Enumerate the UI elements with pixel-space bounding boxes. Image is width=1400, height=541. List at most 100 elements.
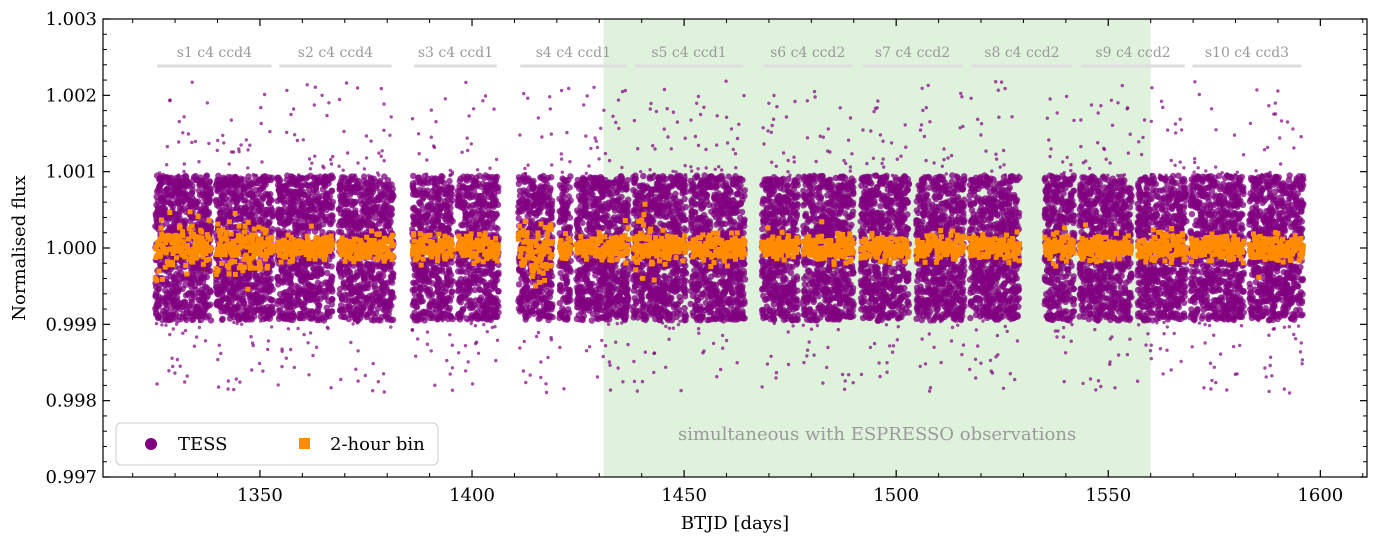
tess-point (228, 224, 235, 231)
tess-point (417, 223, 424, 230)
tess-point (475, 280, 482, 288)
tess-outlier (249, 335, 253, 339)
tess-point (483, 289, 490, 296)
tess-outlier (429, 349, 433, 353)
tess-point (435, 211, 442, 219)
tess-point (262, 286, 269, 293)
tess-outlier (457, 351, 461, 355)
tess-outlier (494, 358, 498, 363)
tess-outlier (310, 161, 314, 165)
tess-outlier (205, 101, 209, 105)
tess-point (517, 294, 525, 301)
tess-point (526, 177, 533, 184)
tess-outlier (536, 116, 540, 120)
tess-outlier (528, 373, 532, 377)
tess-point (410, 172, 417, 180)
tess-point (155, 296, 162, 303)
tess-point (476, 286, 484, 293)
tess-point (161, 287, 169, 294)
tess-point (342, 296, 349, 304)
tess-point (296, 314, 303, 322)
tess-point (561, 216, 568, 223)
tess-outlier (229, 150, 234, 154)
tess-point (189, 291, 197, 299)
tess-outlier (164, 323, 168, 327)
tess-point (198, 299, 206, 307)
tess-outlier (389, 325, 393, 329)
tess-outlier (494, 173, 499, 178)
tess-outlier (232, 320, 236, 325)
tess-outlier (182, 115, 186, 119)
tess-point (566, 184, 573, 191)
tess-outlier (259, 121, 263, 126)
tess-outlier (276, 383, 280, 387)
tess-point (314, 273, 321, 280)
tess-point (362, 300, 369, 308)
sector-label: s2 c4 ccd4 (298, 45, 373, 61)
tess-outlier (219, 351, 223, 356)
tess-outlier (490, 325, 494, 330)
tess-outlier (321, 164, 325, 168)
tess-outlier (353, 318, 357, 323)
tess-point (225, 173, 232, 181)
tess-outlier (425, 158, 429, 162)
tess-outlier (464, 80, 468, 85)
tess-point (311, 228, 319, 235)
tess-outlier (369, 139, 373, 143)
tess-point (416, 293, 423, 300)
tess-point (347, 218, 354, 225)
tess-point (224, 295, 231, 303)
tess-point (516, 198, 523, 206)
tess-outlier (534, 334, 539, 339)
tess-outlier (168, 98, 172, 102)
tess-point (344, 224, 352, 231)
tess-outlier (311, 353, 315, 358)
tess-point (206, 178, 213, 186)
tess-point (439, 173, 446, 181)
tess-outlier (320, 93, 324, 98)
tess-point (193, 203, 200, 211)
tess-point (252, 212, 259, 220)
tess-point (329, 212, 336, 219)
tess-outlier (181, 331, 185, 335)
tess-outlier (194, 335, 199, 339)
tess-point (458, 308, 465, 316)
tess-outlier (302, 332, 306, 337)
tess-point (275, 307, 282, 314)
tess-outlier (193, 139, 198, 144)
tess-point (321, 173, 328, 180)
tess-point (242, 315, 250, 323)
tess-outlier (289, 347, 293, 352)
tess-outlier (178, 364, 182, 368)
tess-point (185, 179, 192, 186)
tess-point (189, 316, 196, 324)
tess-point (350, 273, 358, 280)
tess-point (315, 261, 322, 268)
tess-point (370, 275, 378, 283)
tess-outlier (289, 112, 293, 117)
tess-point (481, 302, 488, 310)
tess-outlier (266, 347, 270, 352)
tess-point (386, 226, 394, 233)
tess-outlier (526, 96, 530, 100)
tess-outlier (185, 374, 189, 378)
tess-outlier (492, 107, 496, 111)
tess-point (176, 205, 184, 212)
tess-outlier (549, 132, 553, 136)
tess-point (467, 210, 475, 217)
tess-outlier (417, 152, 421, 156)
tess-outlier (389, 115, 393, 119)
tess-outlier (559, 152, 563, 156)
tess-point (369, 208, 376, 215)
tess-outlier (425, 342, 430, 346)
tess-outlier (259, 105, 263, 110)
tess-outlier (308, 167, 313, 171)
tess-outlier (466, 148, 470, 153)
tess-point (313, 189, 320, 196)
tess-point (297, 175, 304, 183)
tess-outlier (450, 343, 454, 347)
tess-outlier (448, 173, 452, 177)
tess-outlier (549, 335, 553, 340)
tess-point (488, 263, 495, 270)
tess-point (288, 173, 295, 180)
